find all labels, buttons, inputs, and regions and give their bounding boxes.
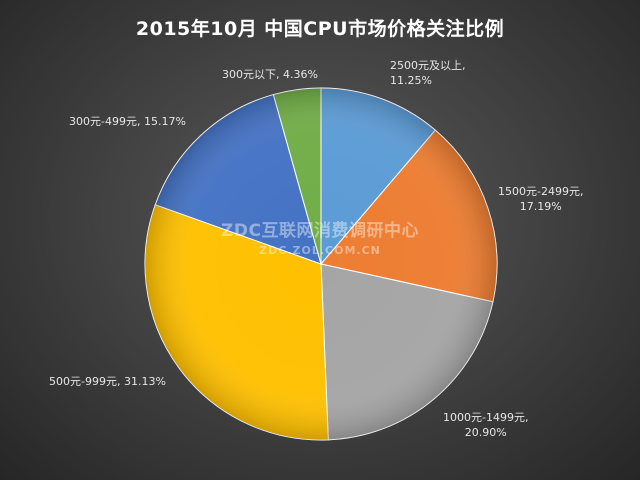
slice-label-value: 11.25% [390, 74, 432, 87]
slice-label-text: 300元-499元 [69, 115, 137, 128]
slice-label-1000-1499: 1000元-1499元, 20.90% [443, 411, 529, 439]
slice-label-text: 300元以下 [222, 68, 276, 81]
watermark-title: ZDC互联网消费调研中心 [221, 221, 419, 241]
slice-label-text: 500元-999元 [49, 375, 117, 388]
slice-label-300-499: 300元-499元, 15.17% [69, 115, 186, 128]
slice-label-value: 20.90% [464, 426, 507, 439]
slice-label-value: 4.36% [283, 68, 318, 81]
chart-title: 2015年10月 中国CPU市场价格关注比例 [135, 18, 505, 40]
slice-label-value: 15.17% [143, 115, 186, 128]
slice-label-text: 1500元-2499元 [498, 185, 580, 198]
slice-label-text: 2500元及以上 [390, 59, 462, 72]
slice-label-1500-2499: 1500元-2499元, 17.19% [498, 185, 584, 213]
slice-label-500-999: 500元-999元, 31.13% [49, 375, 166, 388]
slice-label-value: 17.19% [519, 200, 562, 213]
slice-label-text: 1000元-1499元 [443, 411, 525, 424]
slice-label-value: 31.13% [123, 375, 166, 388]
slice-label-2500-plus: 2500元及以上, 11.25% [390, 59, 466, 87]
watermark-url: ZDC.ZOL.COM.CN [259, 244, 381, 257]
slice-label-below-300: 300元以下, 4.36% [222, 68, 318, 81]
